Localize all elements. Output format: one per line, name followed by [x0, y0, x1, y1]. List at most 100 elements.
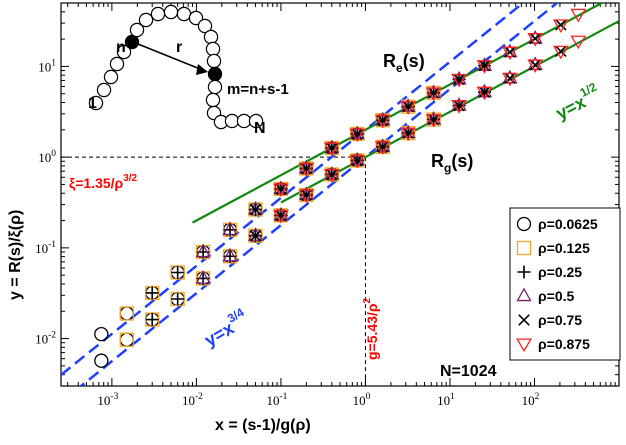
chain-bead: [205, 92, 221, 108]
chain-bead: [207, 79, 223, 95]
data-point-rg: [451, 100, 467, 114]
polymer-chain-inset: [88, 4, 264, 130]
chain-bead: [206, 53, 222, 69]
x-tick-label: 100: [353, 392, 371, 408]
data-point-rg: [425, 113, 442, 128]
chain-bead: [176, 6, 192, 22]
data-point-rg: [527, 59, 544, 73]
chain-bead: [163, 4, 179, 20]
chain-bead: [109, 56, 125, 72]
data-point-re: [501, 46, 518, 61]
data-point-re: [402, 100, 414, 113]
y12-annotation: y=x1/2: [550, 80, 604, 124]
data-point-re: [351, 128, 364, 140]
data-point-rg: [94, 353, 109, 368]
inset-label-m: m=n+s-1: [227, 81, 289, 98]
legend: ρ=0.0625 ρ=0.125 ρ=0.25 ρ=0.5 ρ=0.75 ρ=0.875: [509, 207, 621, 361]
data-point-re: [222, 221, 238, 236]
data-point-rg: [570, 35, 587, 50]
data-point-rg: [349, 151, 365, 166]
end-to-end-vector: [137, 43, 206, 72]
chain-bead: [150, 6, 166, 22]
xi-annotation: ξ=1.35/ρ3/2: [69, 173, 138, 191]
chain-bead: [197, 18, 213, 34]
data-point-re: [374, 114, 391, 129]
data-point-rg: [119, 332, 134, 347]
legend-marker: [517, 265, 531, 279]
legend-marker: [516, 338, 532, 353]
data-point-re: [527, 32, 544, 47]
legend-label: ρ=0.75: [538, 312, 582, 328]
legend-marker: [516, 240, 532, 256]
y-tick-label: 101: [38, 58, 56, 74]
data-point-re: [400, 98, 416, 112]
filled-bead: [207, 66, 223, 82]
data-point-rg: [222, 247, 238, 262]
data-point-re: [247, 200, 264, 215]
data-point-re: [476, 60, 493, 74]
data-point-rg: [119, 332, 134, 347]
legend-label: ρ=0.0625: [538, 216, 598, 232]
legend-marker: [518, 314, 530, 326]
arrow-head-icon: [196, 64, 208, 75]
data-point-rg: [527, 56, 543, 71]
data-point-re: [375, 111, 391, 126]
data-point-rg: [247, 227, 264, 241]
data-point-re: [298, 162, 315, 177]
data-point-re: [400, 101, 417, 115]
data-point-rg: [453, 99, 465, 112]
x-tick-label: 10-3: [97, 392, 118, 408]
data-point-rg: [478, 86, 491, 98]
data-point-rg: [195, 269, 211, 284]
data-point-re: [425, 84, 442, 99]
legend-box: [509, 207, 621, 361]
data-point-re: [451, 70, 467, 85]
chain-length-label: N=1024: [440, 363, 497, 380]
data-point-re: [570, 8, 587, 23]
data-point-re: [504, 46, 516, 58]
data-point-rg: [375, 138, 391, 152]
data-point-re: [300, 162, 313, 175]
data-point-rg: [145, 313, 159, 327]
chain-bead: [188, 10, 204, 26]
y-tick-label: 10-2: [35, 331, 56, 347]
chain-bead: [88, 95, 104, 111]
data-point-re: [478, 59, 491, 72]
data-point-re: [273, 180, 289, 195]
data-point-rg: [529, 59, 541, 71]
legend-marker: [516, 287, 532, 302]
data-point-re: [272, 183, 289, 198]
data-point-re: [249, 203, 262, 216]
chain-bead: [248, 113, 264, 129]
y-tick-label: 10-1: [35, 240, 56, 256]
data-point-re: [324, 139, 340, 154]
fit-line-dashed: [79, 3, 559, 386]
re-label: Re(s): [383, 51, 425, 75]
chain-bead: [103, 69, 119, 85]
legend-marker: [516, 216, 532, 232]
chain-bead: [203, 29, 219, 45]
data-point-rg: [552, 45, 569, 60]
data-point-rg: [300, 189, 313, 201]
data-point-rg: [502, 69, 518, 84]
data-point-rg: [427, 113, 440, 126]
data-point-re: [275, 183, 287, 195]
data-point-re: [476, 57, 493, 71]
legend-label: ρ=0.25: [538, 264, 582, 280]
data-point-rg: [324, 165, 340, 180]
data-point-rg: [249, 229, 262, 242]
data-point-rg: [349, 154, 366, 169]
data-point-re: [171, 265, 185, 279]
data-point-rg: [374, 141, 391, 155]
data-point-rg: [298, 189, 315, 204]
data-point-re: [427, 87, 440, 99]
chain-bead: [224, 113, 240, 129]
data-point-re: [451, 73, 467, 88]
data-point-re: [453, 73, 465, 86]
data-point-rg: [476, 86, 493, 101]
data-points: [94, 8, 587, 368]
tick-labels: 10-3 10-2 10-1 100 101 102 10-2 10-1 100 101: [35, 58, 540, 408]
data-point-rg: [351, 154, 364, 167]
data-point-rg: [476, 83, 493, 98]
data-point-rg: [400, 127, 417, 142]
